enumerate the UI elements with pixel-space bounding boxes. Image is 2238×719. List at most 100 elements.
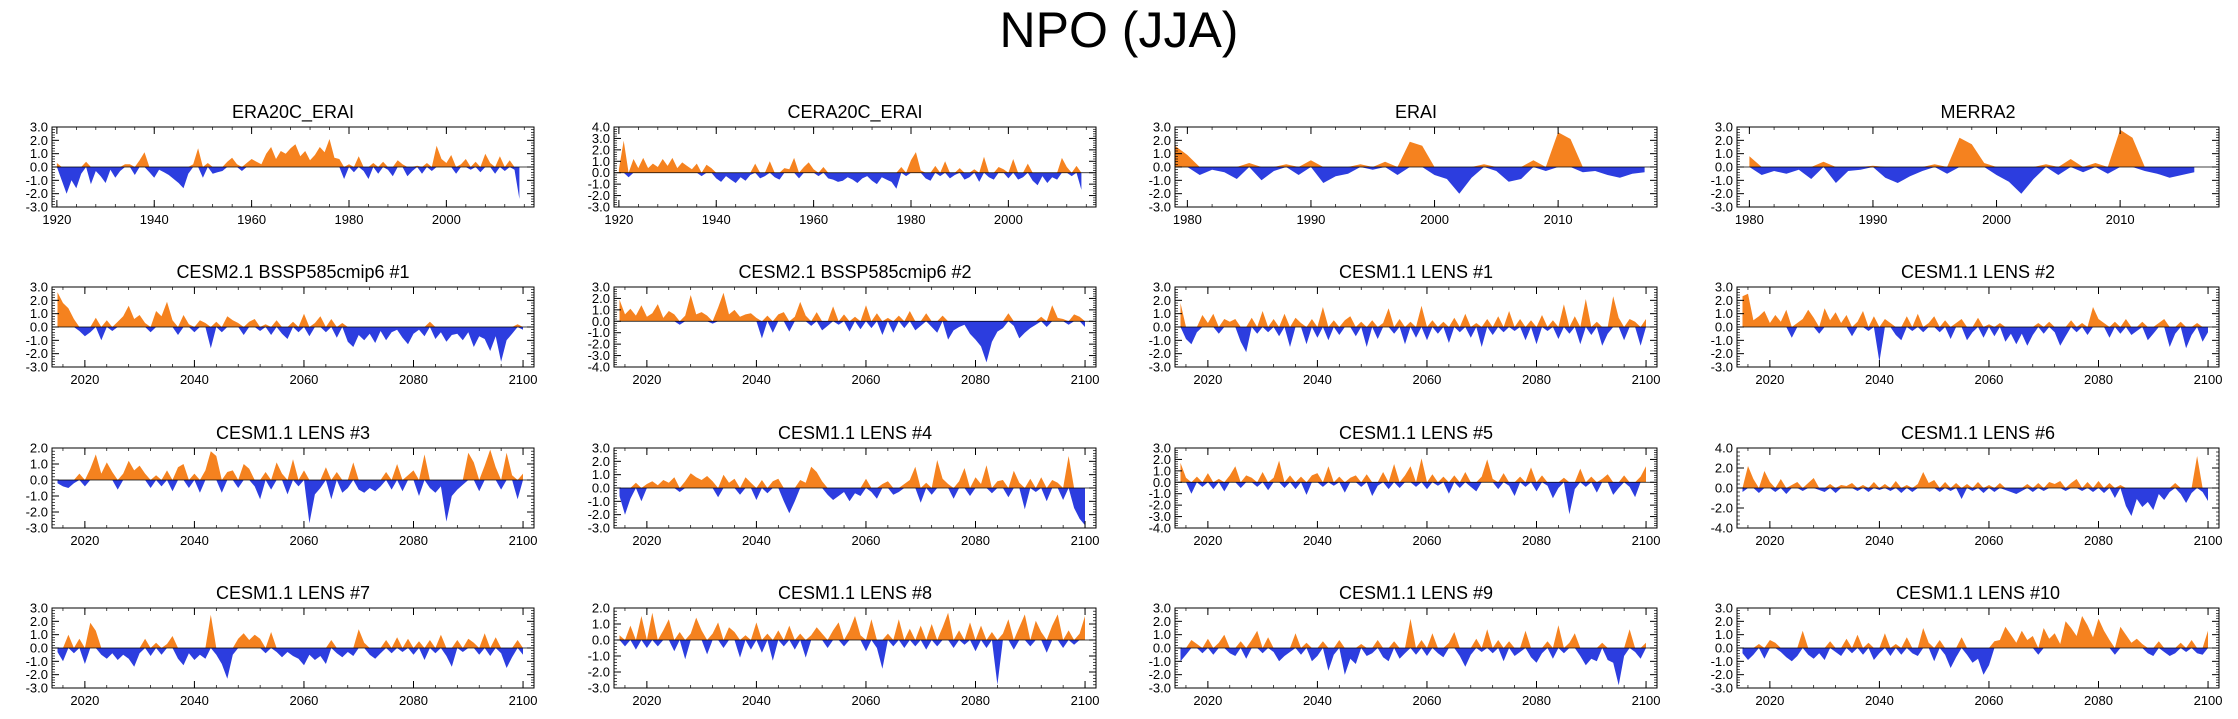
y-tick-label: 1.0 <box>30 627 48 642</box>
negative-area <box>1742 488 2208 516</box>
x-tick-label: 2100 <box>1632 372 1661 387</box>
panel-title: CESM1.1 LENS #1 <box>1339 262 1493 282</box>
positive-area <box>1180 296 1646 327</box>
y-tick-label: 3.0 <box>1153 120 1171 135</box>
x-tick-label: 2100 <box>1071 693 1100 708</box>
y-tick-label: -2.0 <box>1711 186 1733 201</box>
y-tick-label: 0.0 <box>592 165 610 180</box>
x-tick-label: 2020 <box>632 533 661 548</box>
y-tick-label: 2.0 <box>1153 614 1171 629</box>
x-tick-label: 2080 <box>961 372 990 387</box>
positive-area <box>57 292 523 327</box>
y-tick-label: 2.0 <box>1153 452 1171 467</box>
y-tick-label: -1.0 <box>26 173 48 188</box>
panel-5: CESM2.1 BSSP585cmip6 #13.02.01.00.0-1.0-… <box>26 262 538 387</box>
y-tick-label: -2.0 <box>588 507 610 522</box>
panel-16: CESM1.1 LENS #10 3.02.01.00.0-1.0-2.0-3.0… <box>1711 583 2223 708</box>
y-tick-label: 4.0 <box>592 120 610 135</box>
y-tick-label: 2.0 <box>1715 133 1733 148</box>
y-tick-label: -2.0 <box>1149 667 1171 682</box>
x-tick-label: 2020 <box>1193 533 1222 548</box>
y-tick-label: -4.0 <box>1149 521 1171 536</box>
y-tick-label: 2.0 <box>30 441 48 456</box>
x-tick-label: 1980 <box>1735 212 1764 227</box>
y-tick-label: -3.0 <box>588 521 610 536</box>
x-tick-label: 2100 <box>509 372 538 387</box>
x-tick-label: 2060 <box>1974 693 2003 708</box>
y-tick-label: 1.0 <box>1715 146 1733 161</box>
x-tick-label: 2020 <box>632 372 661 387</box>
panel-title: CESM1.1 LENS #3 <box>216 423 370 443</box>
x-tick-label: 1980 <box>897 212 926 227</box>
y-tick-label: 1.0 <box>30 146 48 161</box>
y-tick-label: 1.0 <box>592 302 610 317</box>
x-tick-label: 2060 <box>1974 372 2003 387</box>
y-tick-label: 0.0 <box>592 481 610 496</box>
y-tick-label: 2.0 <box>30 614 48 629</box>
y-tick-label: 1.0 <box>1153 627 1171 642</box>
positive-area <box>57 449 523 480</box>
positive-area <box>1175 132 1645 167</box>
panel-title: CESM2.1 BSSP585cmip6 #1 <box>176 262 409 282</box>
y-tick-label: 3.0 <box>1153 441 1171 456</box>
x-tick-label: 2080 <box>399 533 428 548</box>
y-tick-label: -3.0 <box>1711 681 1733 696</box>
y-tick-label: -2.0 <box>1149 186 1171 201</box>
negative-area <box>1180 482 1646 515</box>
y-tick-label: -3.0 <box>1149 200 1171 215</box>
plot-frame <box>51 447 535 529</box>
y-tick-label: -3.0 <box>26 200 48 215</box>
x-tick-label: 2080 <box>2084 693 2113 708</box>
y-tick-label: -2.0 <box>26 667 48 682</box>
x-tick-label: 2080 <box>399 372 428 387</box>
x-tick-label: 2100 <box>509 693 538 708</box>
y-tick-label: -2.0 <box>1149 346 1171 361</box>
panel-title: CESM1.1 LENS #10 <box>1896 583 2060 603</box>
y-tick-label: -3.0 <box>588 200 610 215</box>
y-tick-label: 3.0 <box>1715 280 1733 295</box>
panel-title: CESM1.1 LENS #9 <box>1339 583 1493 603</box>
x-tick-label: 2040 <box>1303 533 1332 548</box>
y-tick-label: 0.0 <box>30 473 48 488</box>
y-tick-label: 0.0 <box>1715 160 1733 175</box>
x-tick-label: 2040 <box>1303 693 1332 708</box>
x-tick-label: 2000 <box>432 212 461 227</box>
y-tick-label: 0.0 <box>1153 641 1171 656</box>
y-tick-label: -1.0 <box>588 177 610 192</box>
y-tick-label: 1.0 <box>1153 146 1171 161</box>
x-tick-label: 2060 <box>1412 372 1441 387</box>
x-tick-label: 1940 <box>702 212 731 227</box>
x-tick-label: 2100 <box>1071 533 1100 548</box>
x-tick-label: 2060 <box>851 372 880 387</box>
y-tick-label: -1.0 <box>1149 654 1171 669</box>
x-tick-label: 2080 <box>1522 372 1551 387</box>
y-tick-label: 0.0 <box>30 320 48 335</box>
y-tick-label: 0.0 <box>1153 160 1171 175</box>
y-tick-label: -2.0 <box>1711 501 1733 516</box>
y-tick-label: 2.0 <box>592 291 610 306</box>
y-tick-label: -3.0 <box>588 681 610 696</box>
panel-8: CESM1.1 LENS #2 3.02.01.00.0-1.0-2.0-3.0 2… <box>1711 262 2223 387</box>
y-tick-label: 0.0 <box>592 314 610 329</box>
x-tick-label: 2080 <box>2084 533 2113 548</box>
y-tick-label: 2.0 <box>30 293 48 308</box>
x-tick-label: 2040 <box>1303 372 1332 387</box>
y-tick-label: -4.0 <box>1711 521 1733 536</box>
y-tick-label: 3.0 <box>30 601 48 616</box>
x-tick-label: 2040 <box>742 533 771 548</box>
y-tick-label: -1.0 <box>26 333 48 348</box>
panel-15: CESM1.1 LENS #9 3.02.01.00.0-1.0-2.0-3.0 2… <box>1149 583 1661 708</box>
y-tick-label: 2.0 <box>30 133 48 148</box>
y-tick-label: -1.0 <box>1711 333 1733 348</box>
y-tick-label: -1.0 <box>26 489 48 504</box>
y-tick-label: 1.0 <box>30 457 48 472</box>
panel-6: CESM2.1 BSSP585cmip6 #23.02.01.00.0-1.0-… <box>588 262 1100 387</box>
y-tick-label: -3.0 <box>1711 360 1733 375</box>
x-tick-label: 2020 <box>1755 533 1784 548</box>
x-tick-label: 2100 <box>2194 693 2223 708</box>
panel-13: CESM1.1 LENS #7 3.02.01.00.0-1.0-2.0-3.0 2… <box>26 583 538 708</box>
negative-area <box>619 321 1085 363</box>
x-tick-label: 1940 <box>140 212 169 227</box>
